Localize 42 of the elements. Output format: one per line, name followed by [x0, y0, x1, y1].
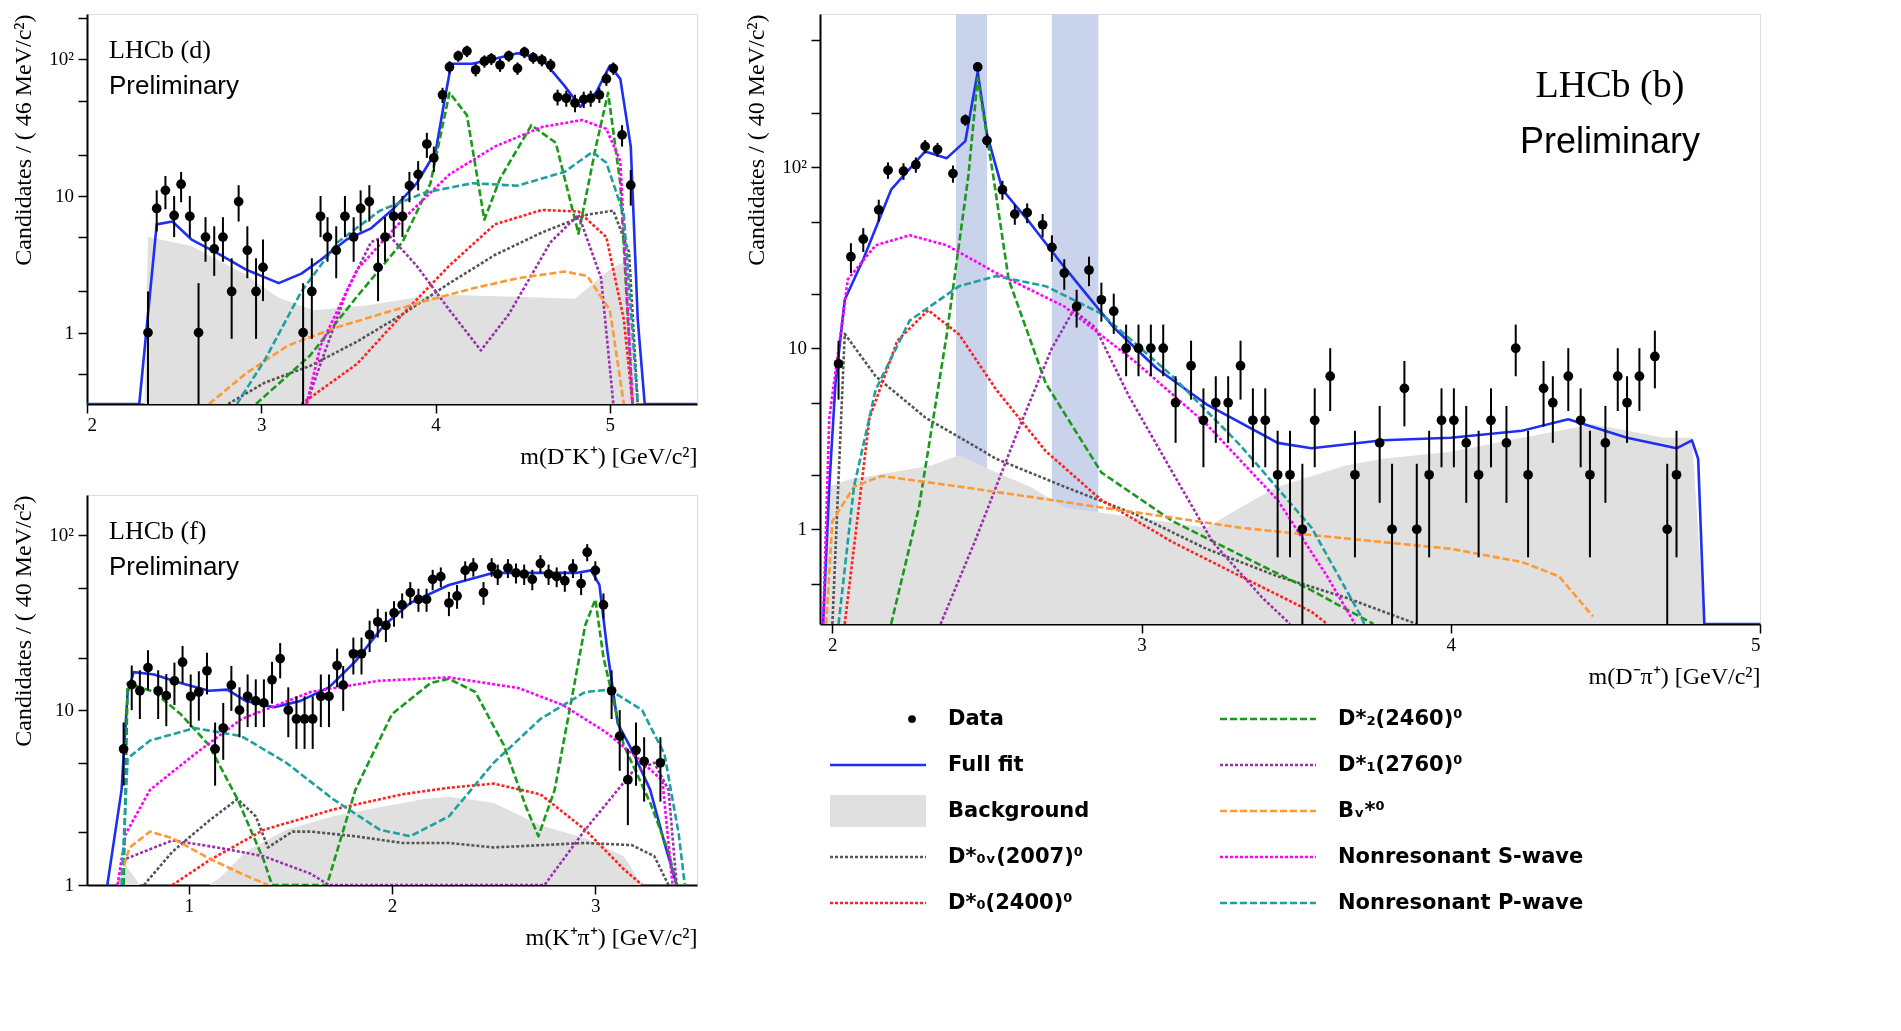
legend-label: D*₁(2760)⁰ [1338, 752, 1463, 776]
y-axis-title: Candidates / ( 40 MeV/c²) [742, 14, 769, 266]
y-tick-label: 1 [797, 518, 807, 540]
y-tick-label: 10² [782, 156, 808, 178]
x-tick-label: 5 [605, 413, 616, 435]
x-axis-title: m(K⁺π⁺) [GeV/c²] [525, 923, 698, 950]
annotation: Preliminary [109, 70, 240, 100]
y-tick-label: 1 [64, 321, 74, 343]
annotation: Preliminary [1519, 120, 1701, 161]
annotation: LHCb (b) [1535, 63, 1685, 106]
legend-label: Nonresonant P-wave [1338, 890, 1584, 914]
y-tick-label: 1 [64, 874, 74, 895]
x-tick-label: 5 [1751, 633, 1761, 655]
x-tick-label: 3 [591, 894, 601, 916]
y-tick-label: 10 [55, 184, 74, 206]
annotation: Preliminary [109, 551, 240, 581]
y-tick-label: 10 [788, 337, 807, 359]
legend-label: Background [948, 798, 1090, 822]
legend-label: D*₀(2400)⁰ [948, 890, 1073, 914]
x-tick-label: 1 [184, 894, 194, 916]
annotation: LHCb (d) [109, 35, 211, 64]
legend-label: D*₀ᵥ(2007)⁰ [948, 844, 1083, 868]
legend-label: Full fit [948, 752, 1024, 776]
x-tick-label: 3 [1137, 633, 1147, 655]
legend-label: Data [948, 706, 1004, 730]
y-axis-title: Candidates / ( 40 MeV/c²) [9, 495, 36, 747]
x-tick-label: 2 [387, 894, 398, 916]
x-tick-label: 4 [1446, 633, 1457, 655]
x-axis-title: m(D⁻K⁺) [GeV/c²] [520, 442, 698, 469]
annotation: LHCb (f) [109, 516, 207, 545]
legend-label: Bᵥ*⁰ [1338, 798, 1385, 822]
x-tick-label: 2 [87, 413, 97, 435]
x-tick-label: 3 [257, 413, 267, 435]
y-tick-label: 10 [55, 699, 74, 721]
y-axis-title: Candidates / ( 46 MeV/c²) [9, 14, 36, 266]
x-tick-label: 4 [431, 413, 442, 435]
y-tick-label: 10² [49, 48, 75, 70]
x-tick-label: 2 [828, 633, 838, 655]
legend-label: Nonresonant S-wave [1338, 844, 1584, 868]
x-axis-title: m(D⁻π⁺) [GeV/c²] [1588, 662, 1761, 689]
y-tick-label: 10² [49, 524, 75, 546]
legend-label: D*₂(2460)⁰ [1338, 706, 1463, 730]
